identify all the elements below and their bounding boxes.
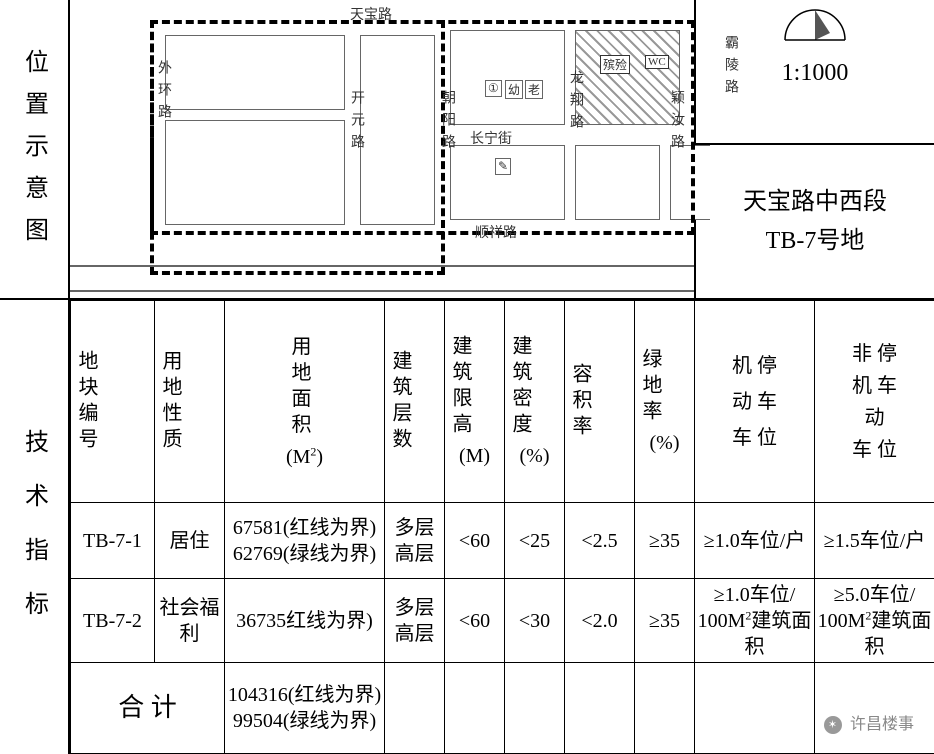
th-density: 建筑密度 (%) bbox=[505, 301, 565, 503]
th-far: 容积率 bbox=[565, 301, 635, 503]
road-line bbox=[70, 290, 694, 292]
map-marker: ① bbox=[485, 80, 502, 97]
cell-land-use: 居住 bbox=[155, 503, 225, 579]
cell-floors: 多层 高层 bbox=[385, 503, 445, 579]
th-land-area: 用地面积 (M2) bbox=[225, 301, 385, 503]
th-nonmotor-parking: 非 停机 车动车 位 bbox=[815, 301, 934, 503]
cell-green: ≥35 bbox=[635, 503, 695, 579]
table-sum-row: 合 计 104316(红线为界) 99504(绿线为界) bbox=[71, 662, 934, 753]
plot-title-box: 天宝路中西段 TB-7号地 bbox=[696, 145, 934, 298]
table-row: TB-7-2 社会福利 36735红线为界) 多层 高层 <60 <30 <2.… bbox=[71, 579, 934, 663]
th-plot-id: 地块编号 bbox=[71, 301, 155, 503]
road-label: 龙翔路 bbox=[565, 70, 585, 136]
plot-title-line: 天宝路中西段 bbox=[743, 183, 887, 221]
plot-title-line: TB-7号地 bbox=[766, 222, 865, 260]
road-label: 天宝路 bbox=[350, 4, 392, 24]
watermark-text: 许昌楼事 bbox=[850, 716, 914, 733]
site-map: 天宝路 长宁街 顺祥路 外环路 开元路 朝阳路 龙翔路 颖汝路 霸陵路 ① 幼 … bbox=[70, 0, 694, 300]
road-label: 朝阳路 bbox=[437, 90, 457, 156]
scale-text: 1:1000 bbox=[782, 60, 849, 87]
watermark: ✶ 许昌楼事 bbox=[824, 710, 914, 734]
cell-density: <25 bbox=[505, 503, 565, 579]
cell-sum-area: 104316(红线为界) 99504(绿线为界) bbox=[225, 662, 385, 753]
road-label: 颖汝路 bbox=[666, 90, 686, 156]
cell-land-area: 67581(红线为界) 62769(绿线为界) bbox=[225, 503, 385, 579]
th-motor-parking: 机 停动 车车 位 bbox=[695, 301, 815, 503]
cell-empty bbox=[385, 662, 445, 753]
cell-empty bbox=[695, 662, 815, 753]
cell-far: <2.5 bbox=[565, 503, 635, 579]
cell-nonmotor: ≥1.5车位/户 bbox=[815, 503, 934, 579]
road-label: 长宁街 bbox=[470, 128, 512, 148]
map-marker: 幼 bbox=[505, 80, 523, 99]
road-label: 顺祥路 bbox=[475, 222, 517, 242]
cell-far: <2.0 bbox=[565, 579, 635, 663]
cell-sum-label: 合 计 bbox=[71, 662, 225, 753]
tech-title-text: 技术指标 bbox=[17, 429, 52, 645]
cell-motor: ≥1.0车位/ 100M2建筑面积 bbox=[695, 579, 815, 663]
road-label: 外环路 bbox=[153, 60, 173, 126]
location-diagram-title: 位置示意图 bbox=[0, 0, 70, 300]
map-marker: 殡殓 bbox=[600, 55, 630, 74]
tech-table-container: 地块编号 用地性质 用地面积 (M2) 建筑层数 建筑限高 (M) 建筑密度 (… bbox=[70, 300, 934, 754]
cell-empty bbox=[445, 662, 505, 753]
location-title-text: 位置示意图 bbox=[17, 49, 52, 259]
th-floors: 建筑层数 bbox=[385, 301, 445, 503]
tech-index-title: 技术指标 bbox=[0, 300, 70, 754]
map-marker: WC bbox=[645, 55, 669, 69]
road-label: 开元路 bbox=[346, 90, 366, 156]
cell-floors: 多层 高层 bbox=[385, 579, 445, 663]
cell-green: ≥35 bbox=[635, 579, 695, 663]
cell-land-area: 36735红线为界) bbox=[225, 579, 385, 663]
table-header-row: 地块编号 用地性质 用地面积 (M2) 建筑层数 建筑限高 (M) 建筑密度 (… bbox=[71, 301, 934, 503]
cell-plot-id: TB-7-2 bbox=[71, 579, 155, 663]
cell-empty bbox=[565, 662, 635, 753]
cell-motor: ≥1.0车位/户 bbox=[695, 503, 815, 579]
th-green: 绿地率 (%) bbox=[635, 301, 695, 503]
wechat-icon: ✶ bbox=[824, 716, 842, 734]
cell-plot-id: TB-7-1 bbox=[71, 503, 155, 579]
th-land-use: 用地性质 bbox=[155, 301, 225, 503]
cell-empty bbox=[815, 662, 934, 753]
dashed-boundary bbox=[150, 20, 445, 275]
th-height: 建筑限高 (M) bbox=[445, 301, 505, 503]
compass-icon bbox=[780, 5, 850, 40]
cell-land-use: 社会福利 bbox=[155, 579, 225, 663]
cell-nonmotor: ≥5.0车位/ 100M2建筑面积 bbox=[815, 579, 934, 663]
cell-empty bbox=[635, 662, 695, 753]
road-label: 霸陵路 bbox=[720, 35, 740, 101]
road-line bbox=[70, 265, 694, 267]
cell-height: <60 bbox=[445, 503, 505, 579]
tech-indicators-table: 地块编号 用地性质 用地面积 (M2) 建筑层数 建筑限高 (M) 建筑密度 (… bbox=[70, 300, 934, 754]
cell-height: <60 bbox=[445, 579, 505, 663]
map-marker: 老 bbox=[525, 80, 543, 99]
cell-density: <30 bbox=[505, 579, 565, 663]
cell-empty bbox=[505, 662, 565, 753]
table-row: TB-7-1 居住 67581(红线为界) 62769(绿线为界) 多层 高层 … bbox=[71, 503, 934, 579]
